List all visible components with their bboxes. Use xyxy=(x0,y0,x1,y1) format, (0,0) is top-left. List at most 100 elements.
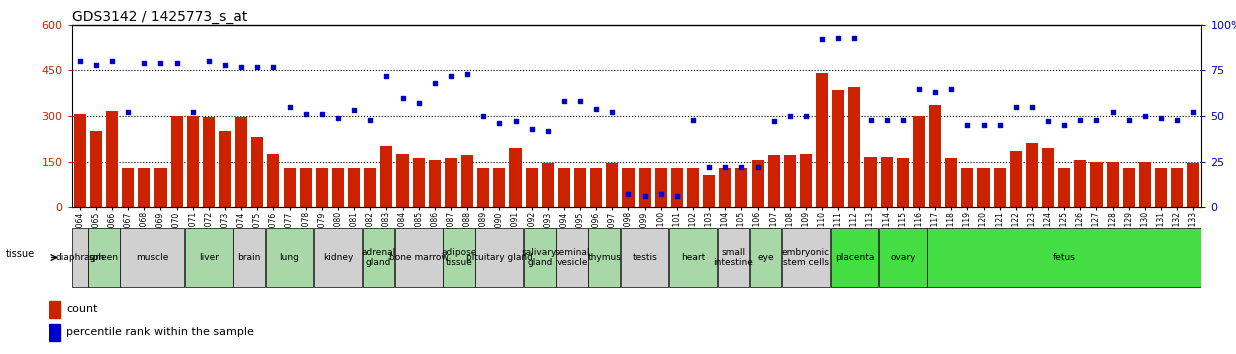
FancyBboxPatch shape xyxy=(234,228,265,287)
Text: lung: lung xyxy=(279,253,299,262)
Point xyxy=(328,115,347,121)
Text: liver: liver xyxy=(199,253,219,262)
Point xyxy=(70,58,90,64)
FancyBboxPatch shape xyxy=(927,228,1201,287)
Point xyxy=(135,60,154,66)
Bar xyxy=(655,167,666,207)
FancyBboxPatch shape xyxy=(314,228,362,287)
Bar xyxy=(90,131,101,207)
Text: testis: testis xyxy=(633,253,658,262)
Point xyxy=(538,128,557,133)
Text: fetus: fetus xyxy=(1053,253,1075,262)
Point xyxy=(1006,104,1026,110)
Text: pituitary gland: pituitary gland xyxy=(466,253,533,262)
Point xyxy=(684,117,703,122)
Point xyxy=(892,117,912,122)
Point xyxy=(344,108,363,113)
Point xyxy=(974,122,994,128)
Bar xyxy=(639,167,650,207)
FancyBboxPatch shape xyxy=(556,228,588,287)
Point xyxy=(441,73,461,79)
Bar xyxy=(687,167,700,207)
Point xyxy=(1086,117,1106,122)
Bar xyxy=(138,167,151,207)
Bar xyxy=(267,154,279,207)
Text: spleen: spleen xyxy=(89,253,119,262)
Bar xyxy=(429,160,441,207)
Bar xyxy=(1106,161,1119,207)
Bar xyxy=(1188,163,1199,207)
Text: percentile rank within the sample: percentile rank within the sample xyxy=(66,327,253,337)
Bar xyxy=(1154,167,1167,207)
Bar xyxy=(509,148,522,207)
Point xyxy=(554,98,574,104)
FancyBboxPatch shape xyxy=(444,228,475,287)
Point xyxy=(377,73,397,79)
Text: diaphragm: diaphragm xyxy=(56,253,104,262)
FancyBboxPatch shape xyxy=(72,228,88,287)
Point xyxy=(489,120,509,126)
Point xyxy=(1167,117,1187,122)
Point xyxy=(570,98,590,104)
Point xyxy=(1022,104,1042,110)
Bar xyxy=(768,155,780,207)
Bar xyxy=(219,131,231,207)
Point xyxy=(1038,119,1058,124)
Bar xyxy=(445,159,457,207)
Point xyxy=(295,111,315,117)
Point xyxy=(635,193,655,199)
Bar xyxy=(800,154,812,207)
Bar xyxy=(574,167,586,207)
Text: small
intestine: small intestine xyxy=(713,248,753,267)
Point xyxy=(990,122,1010,128)
FancyBboxPatch shape xyxy=(879,228,927,287)
FancyBboxPatch shape xyxy=(831,228,879,287)
Point xyxy=(700,164,719,170)
FancyBboxPatch shape xyxy=(782,228,829,287)
Bar xyxy=(1122,167,1135,207)
Point xyxy=(780,113,800,119)
Bar xyxy=(1090,161,1103,207)
Point xyxy=(231,64,251,69)
Point xyxy=(586,106,606,112)
Bar xyxy=(1074,160,1086,207)
Bar xyxy=(557,167,570,207)
Bar xyxy=(477,167,489,207)
Bar xyxy=(235,118,247,207)
Point xyxy=(1119,117,1138,122)
Point xyxy=(812,36,832,42)
Bar xyxy=(946,159,958,207)
Text: thymus: thymus xyxy=(587,253,622,262)
Bar xyxy=(283,167,295,207)
Text: adipose
tissue: adipose tissue xyxy=(441,248,477,267)
Point xyxy=(908,86,929,91)
Bar xyxy=(493,167,506,207)
Point xyxy=(860,117,880,122)
Bar xyxy=(897,159,908,207)
FancyBboxPatch shape xyxy=(669,228,717,287)
FancyBboxPatch shape xyxy=(476,228,523,287)
Point xyxy=(263,64,283,69)
Point xyxy=(1135,113,1154,119)
Bar xyxy=(719,167,732,207)
FancyBboxPatch shape xyxy=(524,228,555,287)
Point xyxy=(602,109,622,115)
Point xyxy=(926,90,946,95)
Text: brain: brain xyxy=(237,253,261,262)
Text: heart: heart xyxy=(681,253,706,262)
Bar xyxy=(106,112,119,207)
Point xyxy=(651,192,671,197)
FancyBboxPatch shape xyxy=(120,228,184,287)
Bar xyxy=(978,167,990,207)
Point xyxy=(876,117,896,122)
Bar xyxy=(751,160,764,207)
Point xyxy=(796,113,816,119)
Bar xyxy=(832,90,844,207)
Bar xyxy=(703,175,716,207)
Bar xyxy=(1042,148,1054,207)
FancyBboxPatch shape xyxy=(750,228,781,287)
Point xyxy=(1103,109,1122,115)
Point xyxy=(361,117,381,122)
Point xyxy=(167,60,187,66)
Text: GDS3142 / 1425773_s_at: GDS3142 / 1425773_s_at xyxy=(72,10,247,24)
